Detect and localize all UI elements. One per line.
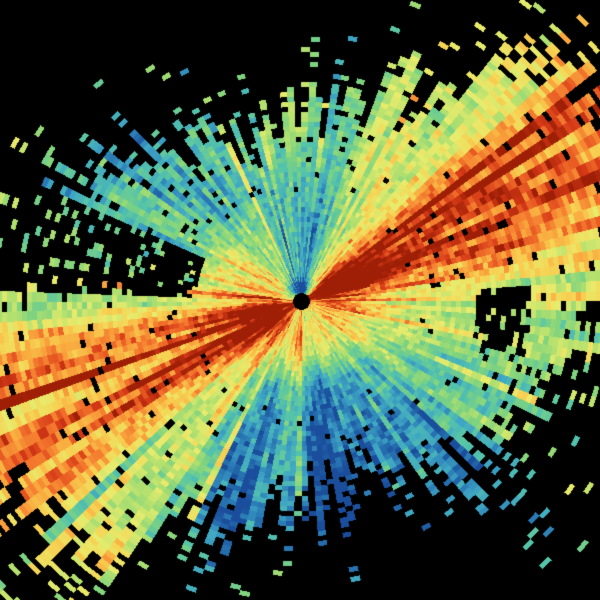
radar-ppi-view bbox=[0, 0, 600, 600]
radar-heatmap-canvas bbox=[0, 0, 600, 600]
